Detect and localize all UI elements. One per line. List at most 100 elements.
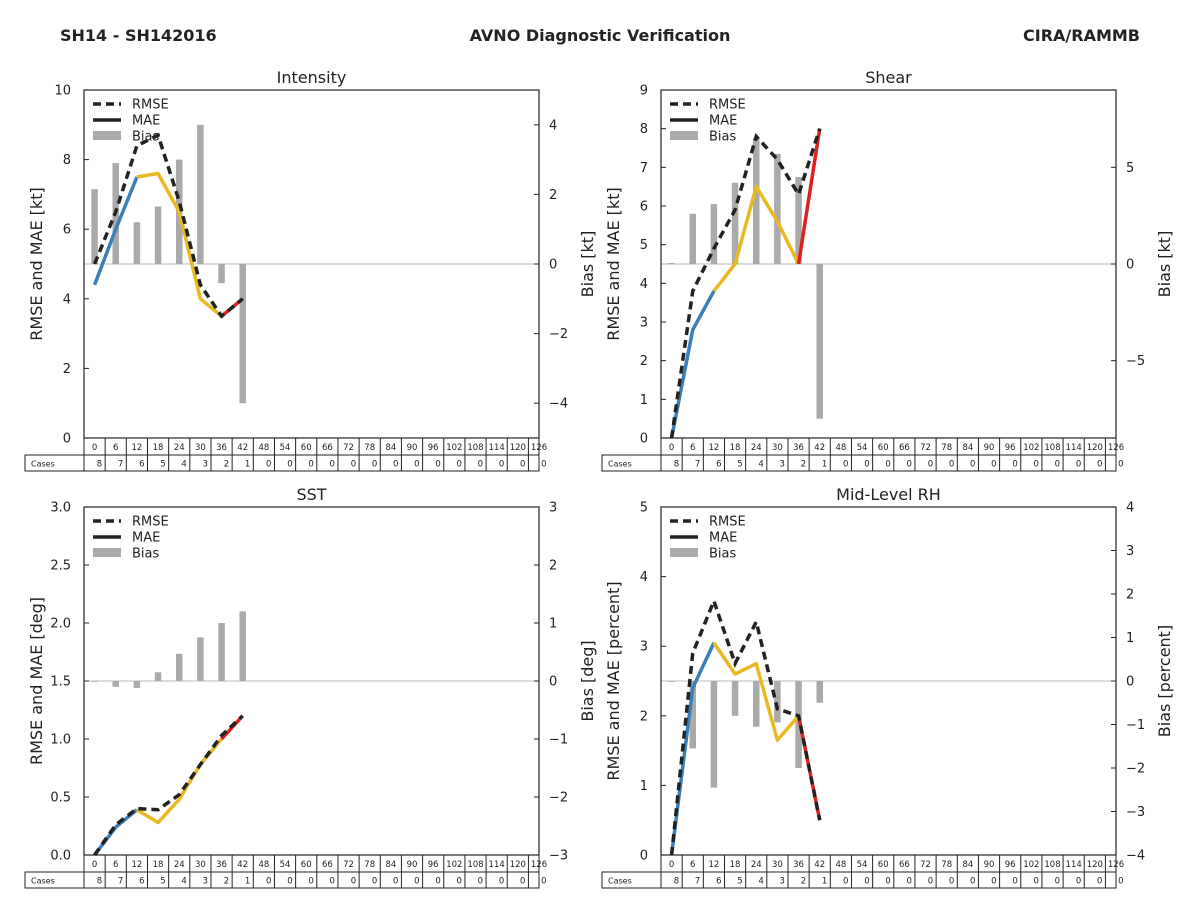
chart-title: Intensity — [277, 68, 347, 87]
case-count: 0 — [1012, 460, 1017, 470]
left-tick-label: 3 — [640, 316, 648, 331]
hour-label: 72 — [343, 860, 354, 870]
hour-label: 96 — [428, 860, 439, 870]
case-count: 5 — [737, 460, 742, 470]
case-count: 4 — [181, 460, 186, 470]
case-count: 1 — [245, 460, 250, 470]
hour-label: 54 — [857, 860, 868, 870]
case-count: 6 — [139, 877, 144, 887]
bias-bar — [239, 611, 246, 681]
hour-label: 90 — [407, 860, 418, 870]
cases-row-label: Cases — [608, 460, 632, 469]
left-tick-label: 3.0 — [50, 501, 71, 516]
hour-label: 54 — [280, 443, 291, 453]
left-tick-label: 1.5 — [50, 675, 71, 690]
case-count: 0 — [520, 460, 525, 470]
hour-label: 120 — [510, 443, 526, 453]
right-tick-label: 1 — [549, 617, 557, 632]
case-count: 0 — [885, 877, 890, 887]
hour-label: 126 — [531, 860, 547, 870]
rmse-line — [92, 132, 244, 319]
bias-bar — [133, 222, 141, 264]
hour-label: 60 — [878, 860, 889, 870]
case-count: 0 — [907, 460, 912, 470]
right-tick-label: 5 — [1126, 161, 1134, 176]
case-count: 0 — [1055, 460, 1060, 470]
hour-label: 12 — [131, 860, 142, 870]
case-count: 0 — [1012, 877, 1017, 887]
right-tick-label: −3 — [1126, 805, 1145, 820]
case-count: 8 — [674, 460, 679, 470]
case-count: 0 — [520, 877, 525, 887]
hour-label: 114 — [489, 443, 505, 453]
hour-label: 114 — [1066, 860, 1082, 870]
chart-title: Mid-Level RH — [836, 485, 941, 504]
right-tick-label: −2 — [1126, 762, 1145, 777]
case-count: 0 — [478, 460, 483, 470]
hour-label: 72 — [343, 443, 354, 453]
case-count: 4 — [758, 877, 763, 887]
left-tick-label: 5 — [640, 238, 648, 253]
left-tick-label: 8 — [63, 153, 71, 168]
case-count: 0 — [1118, 460, 1123, 470]
case-count: 2 — [801, 877, 806, 887]
cases-row-label: Cases — [31, 877, 55, 886]
hour-label: 0 — [669, 860, 674, 870]
rmse-line — [669, 128, 822, 439]
legend-bias-swatch — [93, 131, 121, 140]
case-count: 0 — [843, 877, 848, 887]
bias-bar — [239, 264, 246, 404]
hour-label: 6 — [690, 860, 695, 870]
case-count: 0 — [499, 877, 504, 887]
rmse-line — [669, 595, 822, 856]
hour-label: 96 — [1005, 443, 1016, 453]
y2-axis-label: Bias [deg] — [578, 640, 597, 721]
case-count: 0 — [266, 460, 271, 470]
cases-row — [24, 454, 540, 472]
hour-label: 48 — [835, 443, 846, 453]
hour-label: 66 — [322, 860, 333, 870]
mae-line-segment — [712, 184, 801, 293]
legend-rmse-label: RMSE — [709, 98, 746, 113]
case-count: 0 — [864, 460, 869, 470]
case-count: 0 — [287, 460, 292, 470]
case-count: 7 — [118, 460, 123, 470]
hour-label: 30 — [195, 443, 206, 453]
hour-label: 48 — [258, 443, 269, 453]
y-axis-label: RMSE and MAE [kt] — [27, 187, 46, 340]
left-tick-label: 9 — [640, 84, 648, 99]
hour-label: 6 — [113, 443, 118, 453]
case-count: 0 — [843, 460, 848, 470]
case-count: 4 — [758, 460, 763, 470]
case-count: 4 — [181, 877, 186, 887]
cases-row — [24, 871, 540, 889]
case-count: 0 — [478, 877, 483, 887]
hour-label: 54 — [857, 443, 868, 453]
hour-label: 78 — [364, 443, 375, 453]
right-tick-label: 0 — [1126, 258, 1134, 273]
mae-line-segment — [712, 641, 800, 742]
left-tick-label: 1 — [640, 393, 648, 408]
hour-label: 60 — [878, 443, 889, 453]
hour-label: 30 — [772, 443, 783, 453]
left-tick-label: 5 — [640, 501, 648, 516]
case-count: 0 — [885, 460, 890, 470]
hour-label: 120 — [1087, 860, 1103, 870]
hour-label: 96 — [1005, 860, 1016, 870]
case-count: 8 — [97, 877, 102, 887]
left-tick-label: 6 — [63, 223, 71, 238]
case-count: 0 — [1034, 460, 1039, 470]
hour-label: 120 — [510, 860, 526, 870]
hour-label: 108 — [1044, 443, 1060, 453]
right-tick-label: −4 — [1126, 849, 1145, 864]
case-count: 0 — [414, 460, 419, 470]
right-tick-label: 0 — [549, 258, 557, 273]
legend-bias-label: Bias — [132, 547, 159, 562]
hour-label: 66 — [322, 443, 333, 453]
case-count: 2 — [801, 460, 806, 470]
header-storm-id: SH14 - SH142016 — [60, 26, 217, 45]
case-count: 1 — [822, 460, 827, 470]
legend-bias-label: Bias — [709, 130, 736, 145]
case-count: 0 — [457, 877, 462, 887]
